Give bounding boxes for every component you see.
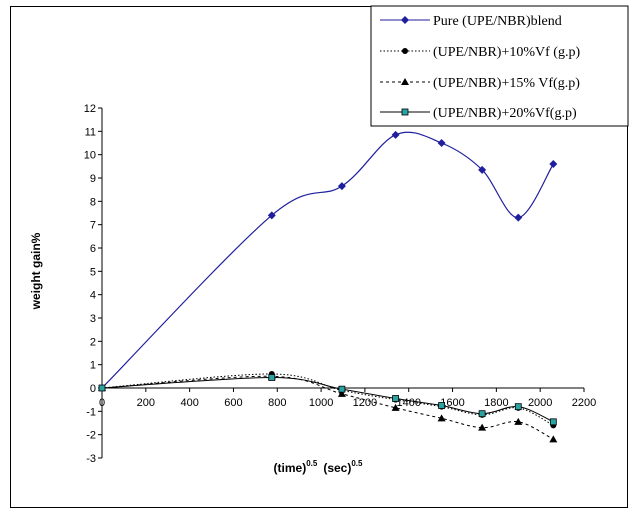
y-tick-label: 6 — [90, 243, 96, 255]
data-point — [478, 410, 486, 418]
data-point — [391, 403, 400, 411]
data-point — [437, 139, 446, 147]
legend-label: (UPE/NBR)+20%Vf(g.p) — [433, 106, 577, 121]
legend-entry: (UPE/NBR)+10%Vf (g.p) — [380, 45, 580, 60]
data-point — [549, 160, 558, 168]
series-line — [101, 373, 554, 426]
x-label-part-2: (sec) — [323, 461, 351, 475]
x-tick-label: 200 — [137, 397, 155, 409]
series-line — [101, 131, 554, 389]
series-1 — [98, 130, 558, 392]
series-layer — [98, 130, 558, 443]
legend-marker — [401, 78, 409, 85]
data-point — [268, 374, 276, 381]
data-point — [549, 418, 557, 426]
data-point — [549, 435, 558, 443]
x-tick-label: 400 — [180, 397, 198, 409]
legend-marker — [402, 48, 408, 54]
x-tick-label: 2000 — [528, 397, 552, 409]
y-tick-label: 9 — [90, 173, 96, 185]
x-label-exp-2: 0.5 — [351, 459, 363, 468]
y-tick-label: 10 — [84, 150, 96, 162]
y-tick-label: 4 — [90, 290, 96, 302]
y-tick-label: 2 — [90, 336, 96, 348]
y-tick-label: 7 — [90, 220, 96, 232]
x-label-part-1: (time) — [274, 461, 307, 475]
legend-entry: (UPE/NBR)+15% Vf(g.p) — [380, 76, 580, 91]
x-tick-label: 600 — [224, 397, 242, 409]
data-point — [337, 389, 346, 397]
legend-entry: (UPE/NBR)+20%Vf(g.p) — [380, 106, 577, 121]
x-axis-label: (time)0.5 (sec)0.5 — [274, 459, 363, 475]
legend-marker — [401, 16, 409, 24]
legend: Pure (UPE/NBR)blend (UPE/NBR)+10%Vf (g.p)… — [370, 5, 629, 127]
x-label-exp-1: 0.5 — [306, 459, 318, 468]
y-tick-label: 11 — [85, 126, 96, 138]
data-point — [437, 414, 446, 422]
x-tick-label: 800 — [268, 397, 286, 409]
data-point — [337, 182, 346, 191]
data-point — [514, 213, 523, 222]
y-tick-label: 8 — [90, 196, 96, 208]
data-point — [391, 130, 400, 139]
y-tick-label: 12 — [84, 103, 96, 115]
x-tick-label: 1200 — [353, 397, 377, 409]
axes — [101, 108, 584, 458]
y-axis-label: weight gain% — [29, 232, 43, 310]
x-tick-label: 1000 — [309, 397, 333, 409]
data-point — [478, 423, 487, 431]
data-point — [392, 395, 399, 402]
y-tick-label: 5 — [90, 266, 96, 278]
x-tick-label: 0 — [99, 397, 105, 409]
y-tick-label: -3 — [86, 453, 96, 465]
y-tick-label: 1 — [90, 360, 96, 372]
data-point — [514, 417, 523, 425]
y-tick-label: 3 — [90, 313, 96, 325]
data-point — [438, 402, 445, 409]
x-tick-label: 1800 — [484, 397, 508, 409]
legend-box — [370, 5, 629, 127]
legend-label: Pure (UPE/NBR)blend — [433, 14, 562, 29]
legend-entry: Pure (UPE/NBR)blend — [380, 14, 562, 29]
data-point — [98, 384, 106, 392]
y-tick-label: -2 — [86, 430, 96, 442]
series-4 — [98, 374, 557, 426]
data-point — [514, 403, 522, 411]
data-point — [338, 385, 346, 393]
data-point — [267, 211, 276, 220]
y-tick-label: -1 — [86, 406, 96, 418]
legend-marker — [401, 108, 409, 116]
legend-label: (UPE/NBR)+15% Vf(g.p) — [433, 76, 580, 91]
y-tick-label: 0 — [90, 383, 96, 395]
series-line — [101, 375, 554, 440]
data-point — [478, 165, 487, 174]
x-tick-label: 2200 — [572, 397, 596, 409]
legend-label: (UPE/NBR)+10%Vf (g.p) — [433, 45, 580, 60]
